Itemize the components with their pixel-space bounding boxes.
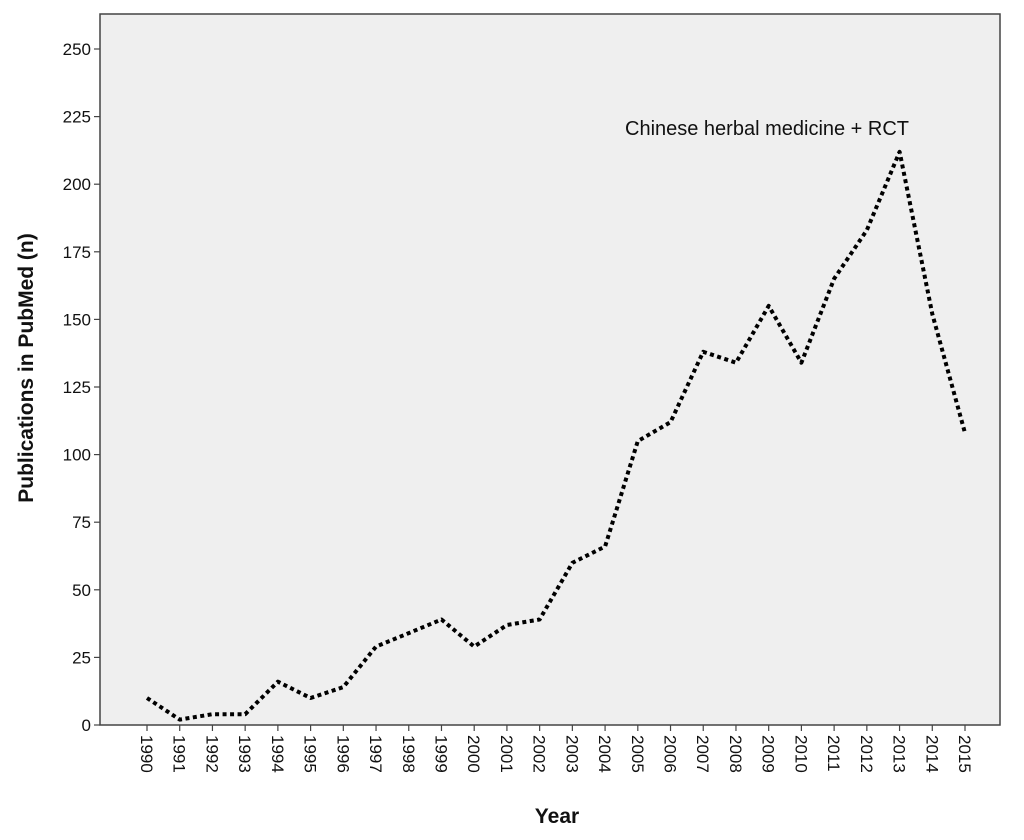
plot-area (99, 13, 1001, 726)
x-tick-label: 2007 (693, 735, 712, 773)
x-tick-label: 2012 (857, 735, 876, 773)
x-tick-label: 2011 (824, 735, 843, 772)
x-tick-label: 2003 (562, 735, 581, 773)
x-tick-label: 1999 (431, 735, 450, 773)
y-tick-label: 150 (63, 310, 91, 329)
series-annotation: Chinese herbal medicine + RCT (625, 118, 909, 140)
x-tick-label: 2006 (661, 735, 680, 773)
y-tick-label: 75 (72, 513, 91, 532)
y-tick-label: 250 (63, 40, 91, 59)
y-tick-label: 200 (63, 175, 91, 194)
x-axis-title: Year (535, 805, 579, 828)
x-tick-label: 2014 (922, 735, 941, 773)
x-tick-label: 1992 (202, 735, 221, 773)
y-tick-label: 50 (72, 581, 91, 600)
y-tick-label: 100 (63, 446, 91, 465)
y-axis-title: Publications in PubMed (n) (15, 233, 38, 503)
x-tick-label: 1994 (268, 735, 287, 773)
y-tick-label: 0 (82, 716, 91, 735)
x-tick-label: 1991 (170, 735, 189, 773)
x-tick-label: 1998 (399, 735, 418, 773)
x-tick-label: 2009 (759, 735, 778, 773)
x-tick-label: 2002 (530, 735, 549, 773)
y-tick-label: 225 (63, 108, 91, 127)
x-tick-label: 1997 (366, 735, 385, 773)
x-tick-label: 1996 (333, 735, 352, 773)
x-tick-label: 2015 (955, 735, 974, 773)
x-tick-label: 1995 (301, 735, 320, 773)
x-tick-label: 2005 (628, 735, 647, 773)
x-tick-label: 2004 (595, 735, 614, 773)
y-tick-label: 25 (72, 648, 91, 667)
x-tick-label: 2008 (726, 735, 745, 773)
x-tick-label: 2010 (791, 735, 810, 773)
x-tick-label: 1993 (235, 735, 254, 773)
x-tick-label: 2000 (464, 735, 483, 773)
y-tick-label: 125 (63, 378, 91, 397)
x-tick-label: 2013 (890, 735, 909, 773)
x-tick-label: 2001 (497, 735, 516, 773)
series-line (145, 149, 967, 722)
x-tick-label: 1990 (137, 735, 156, 773)
y-tick-label: 175 (63, 243, 91, 262)
